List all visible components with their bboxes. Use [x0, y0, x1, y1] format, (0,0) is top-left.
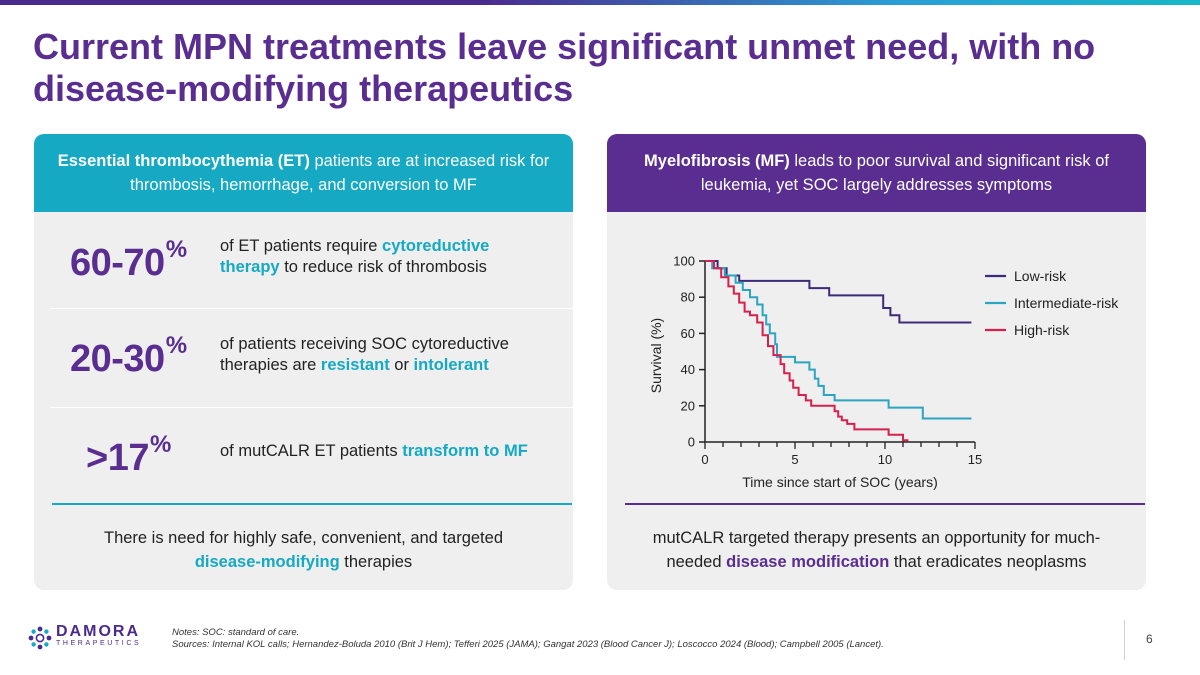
mf-panel: Myelofibrosis (MF) leads to poor surviva…: [607, 134, 1146, 590]
et-panel-header: Essential thrombocythemia (ET) patients …: [34, 134, 573, 212]
legend-label: High-risk: [1014, 322, 1070, 338]
top-accent-bar: [0, 0, 1200, 5]
damora-logo-icon: [28, 626, 52, 650]
page-title: Current MPN treatments leave significant…: [33, 26, 1096, 109]
mf-header-text: leads to poor survival and significant r…: [700, 152, 1109, 194]
et-footer-text: There is need for highly safe, convenien…: [103, 529, 503, 571]
sources-line: Sources: Internal KOL calls; Hernandez-B…: [172, 639, 884, 650]
notes-line: Notes: SOC: standard of care.: [172, 627, 300, 638]
series-line-intermediate-risk: [705, 260, 972, 420]
y-tick-label: 40: [681, 362, 695, 377]
x-tick-label: 0: [701, 452, 708, 467]
y-tick-label: 20: [681, 398, 695, 413]
logo-wordmark: DAMORA: [56, 623, 140, 640]
x-tick-label: 15: [968, 452, 982, 467]
logo-subtitle: THERAPEUTICS: [56, 640, 142, 647]
mf-footer-line: [625, 503, 1145, 505]
stat-value: 20-30%: [70, 332, 187, 380]
x-tick-label: 10: [878, 452, 892, 467]
y-tick-label: 80: [681, 290, 695, 305]
series-line-low-risk: [705, 260, 972, 324]
stat-value: 60-70%: [70, 236, 187, 284]
y-axis-label: Survival (%): [648, 318, 664, 393]
x-axis-label: Time since start of SOC (years): [742, 474, 938, 490]
page-number: 6: [1146, 632, 1153, 646]
x-tick-label: 5: [791, 452, 798, 467]
stat-resistant: 20-30% of patients receiving SOC cytored…: [34, 310, 573, 408]
survival-chart: 0 20 40 60 80 100 0 5 10 15 Time since start of SO…: [648, 254, 1119, 491]
stat-divider: [50, 308, 573, 309]
stat-value: >17%: [86, 431, 171, 479]
et-header-bold: Essential thrombocythemia (ET): [57, 152, 310, 170]
stat-description: of ET patients require cytoreductive the…: [220, 237, 490, 276]
mf-footer-text: mutCALR targeted therapy presents an opp…: [652, 529, 1101, 571]
stat-divider: [50, 407, 573, 408]
stat-description: of patients receiving SOC cytoreductive …: [220, 335, 509, 374]
page-separator: [1124, 620, 1125, 660]
legend-label: Intermediate-risk: [1014, 295, 1119, 311]
et-header-text: patients are at increased risk for throm…: [130, 152, 550, 194]
stat-description: of mutCALR ET patients transform to MF: [220, 442, 528, 460]
mf-header-bold: Myelofibrosis (MF): [644, 152, 790, 170]
stat-transform: >17% of mutCALR ET patients transform to…: [34, 409, 573, 507]
y-tick-label: 0: [688, 435, 695, 450]
legend-label: Low-risk: [1014, 268, 1067, 284]
y-tick-label: 60: [681, 326, 695, 341]
damora-logo: DAMORA THERAPEUTICS: [28, 623, 158, 652]
et-footer-line: [52, 503, 572, 505]
y-tick-label: 100: [673, 254, 695, 269]
mf-panel-header: Myelofibrosis (MF) leads to poor surviva…: [607, 134, 1146, 212]
stat-cytoreductive: 60-70% of ET patients require cytoreduct…: [34, 212, 573, 310]
series-line-high-risk: [705, 260, 909, 442]
footnotes: Notes: SOC: standard of care. Sources: I…: [172, 627, 884, 651]
et-panel: Essential thrombocythemia (ET) patients …: [34, 134, 573, 590]
